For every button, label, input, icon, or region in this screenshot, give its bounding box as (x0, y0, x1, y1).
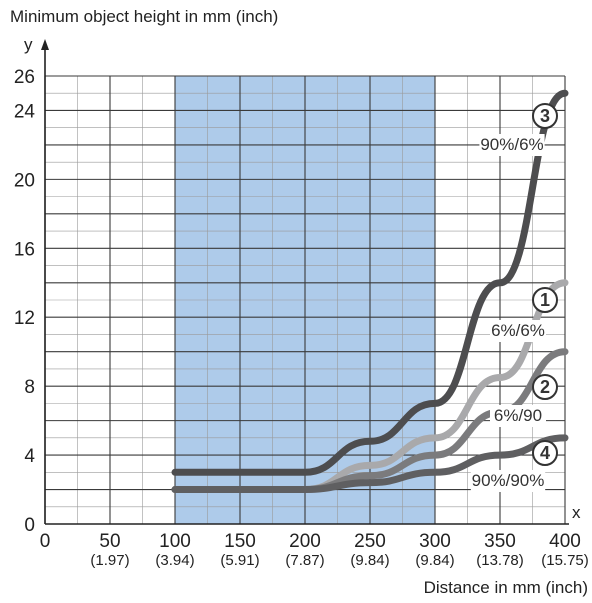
x-tick-labels: 0 50(1.97)100(3.94)150(5.91)200(7.87)250(… (40, 531, 589, 569)
x-tick-label: 300 (419, 531, 451, 552)
x-tick-sublabel: (13.78) (476, 552, 524, 569)
x-axis-caption: Distance in mm (inch) (424, 578, 588, 597)
x-tick-sublabel: (15.75) (541, 552, 589, 569)
series-marker-circle (532, 287, 558, 313)
series-marker-number: 2 (540, 377, 550, 397)
y-tick-label: 16 (14, 239, 35, 260)
x-tick-label: 0 (40, 531, 51, 552)
series-marker-circle (532, 440, 558, 466)
series-marker-number: 1 (540, 290, 550, 310)
series-marker-circle (532, 374, 558, 400)
y-tick-label: 4 (24, 446, 35, 467)
series-label-bg (490, 320, 546, 342)
series-label-bg (490, 405, 546, 427)
series-marker-circle (532, 103, 558, 129)
y-axis-arrow (41, 39, 49, 50)
y-tick-label: 8 (24, 377, 35, 398)
x-tick-label: 400 (549, 531, 581, 552)
x-tick-label: 100 (159, 531, 191, 552)
x-tick-sublabel: (5.91) (220, 552, 259, 569)
y-tick-labels: 0 4 8 12 16 20 24 26 (14, 67, 36, 536)
series-line-3 (171, 89, 569, 476)
series-marker-number: 3 (540, 106, 550, 126)
series-line-4 (171, 434, 569, 494)
series-name-label: 90%/90% (472, 471, 545, 490)
series-label-bg (479, 134, 545, 156)
y-tick-label: 26 (14, 67, 35, 88)
x-axis-label: x (572, 503, 581, 522)
series-label-bg (470, 470, 546, 492)
series-annotations: 3 90%/6% 1 6%/6% 2 6%/90 4 90%/90% (470, 103, 558, 492)
x-tick-label: 50 (99, 531, 120, 552)
x-tick-sublabel: (3.94) (155, 552, 194, 569)
x-tick-label: 350 (484, 531, 516, 552)
y-tick-label: 12 (14, 308, 35, 329)
x-tick-sublabel: (1.97) (90, 552, 129, 569)
y-tick-label: 24 (14, 101, 36, 122)
chart-title: Minimum object height in mm (inch) (10, 7, 278, 26)
y-axis-label: y (24, 35, 33, 54)
x-tick-sublabel: (9.84) (415, 552, 454, 569)
y-tick-label: 0 (24, 515, 35, 536)
x-tick-label: 200 (289, 531, 321, 552)
x-tick-sublabel: (7.87) (285, 552, 324, 569)
series-marker-number: 4 (540, 443, 550, 463)
x-tick-label: 150 (224, 531, 256, 552)
axes (41, 39, 569, 525)
series-name-label: 6%/6% (491, 321, 545, 340)
x-tick-sublabel: (9.84) (350, 552, 389, 569)
series-name-label: 90%/6% (480, 135, 543, 154)
x-tick-label: 250 (354, 531, 386, 552)
y-tick-label: 20 (14, 170, 35, 191)
series-name-label: 6%/90 (494, 406, 542, 425)
